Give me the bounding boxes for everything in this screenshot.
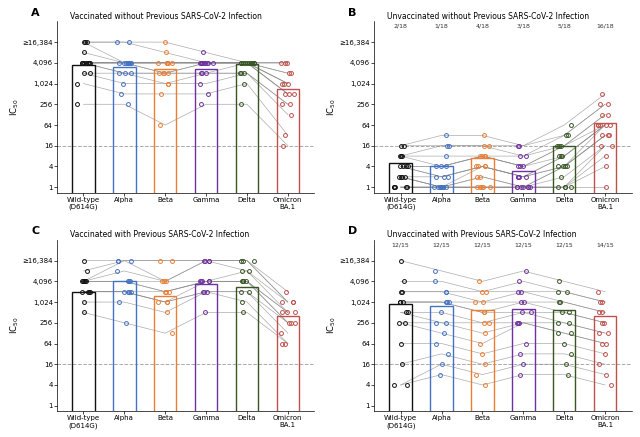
Text: 12/15: 12/15	[433, 242, 451, 247]
Bar	[72, 292, 95, 437]
Text: 12/15: 12/15	[392, 242, 410, 247]
Text: Vaccinated without Previous SARS-CoV-2 Infection: Vaccinated without Previous SARS-CoV-2 I…	[70, 12, 262, 21]
Bar	[471, 158, 493, 437]
Bar	[72, 65, 95, 437]
Bar	[113, 66, 136, 437]
Bar	[390, 163, 412, 437]
Text: 3/18: 3/18	[516, 24, 531, 29]
Bar	[236, 287, 258, 437]
Text: B: B	[348, 8, 356, 18]
Text: D: D	[348, 226, 358, 236]
Bar	[236, 64, 258, 437]
Y-axis label: IC$_{50}$: IC$_{50}$	[8, 98, 21, 116]
Bar	[195, 284, 218, 437]
Text: 12/15: 12/15	[474, 242, 492, 247]
Text: 2/18: 2/18	[394, 24, 408, 29]
Bar	[195, 69, 218, 437]
Bar	[276, 89, 299, 437]
Bar	[113, 281, 136, 437]
Bar	[512, 171, 534, 437]
Text: C: C	[31, 226, 39, 236]
Bar	[154, 296, 177, 437]
Bar	[512, 309, 534, 437]
Y-axis label: IC$_{50}$: IC$_{50}$	[326, 317, 338, 334]
Bar	[553, 146, 575, 437]
Text: Unvaccinated without Previous SARS-CoV-2 Infection: Unvaccinated without Previous SARS-CoV-2…	[387, 12, 589, 21]
Bar	[594, 123, 616, 437]
Bar	[594, 316, 616, 437]
Bar	[553, 310, 575, 437]
Text: 4/18: 4/18	[476, 24, 490, 29]
Bar	[390, 304, 412, 437]
Text: 1/18: 1/18	[435, 24, 449, 29]
Y-axis label: IC$_{50}$: IC$_{50}$	[8, 317, 21, 334]
Text: 16/18: 16/18	[596, 24, 614, 29]
Text: A: A	[31, 8, 40, 18]
Text: 5/18: 5/18	[557, 24, 571, 29]
Bar	[430, 166, 453, 437]
Text: Vaccinated with Previous SARS-CoV-2 Infection: Vaccinated with Previous SARS-CoV-2 Infe…	[70, 230, 249, 239]
Text: 14/15: 14/15	[596, 242, 614, 247]
Text: 12/15: 12/15	[515, 242, 532, 247]
Text: Unvaccinated with Previous SARS-CoV-2 Infection: Unvaccinated with Previous SARS-CoV-2 In…	[387, 230, 577, 239]
Bar	[471, 310, 493, 437]
Text: 12/15: 12/15	[556, 242, 573, 247]
Bar	[154, 69, 177, 437]
Bar	[276, 316, 299, 437]
Bar	[430, 306, 453, 437]
Y-axis label: IC$_{50}$: IC$_{50}$	[326, 98, 338, 116]
